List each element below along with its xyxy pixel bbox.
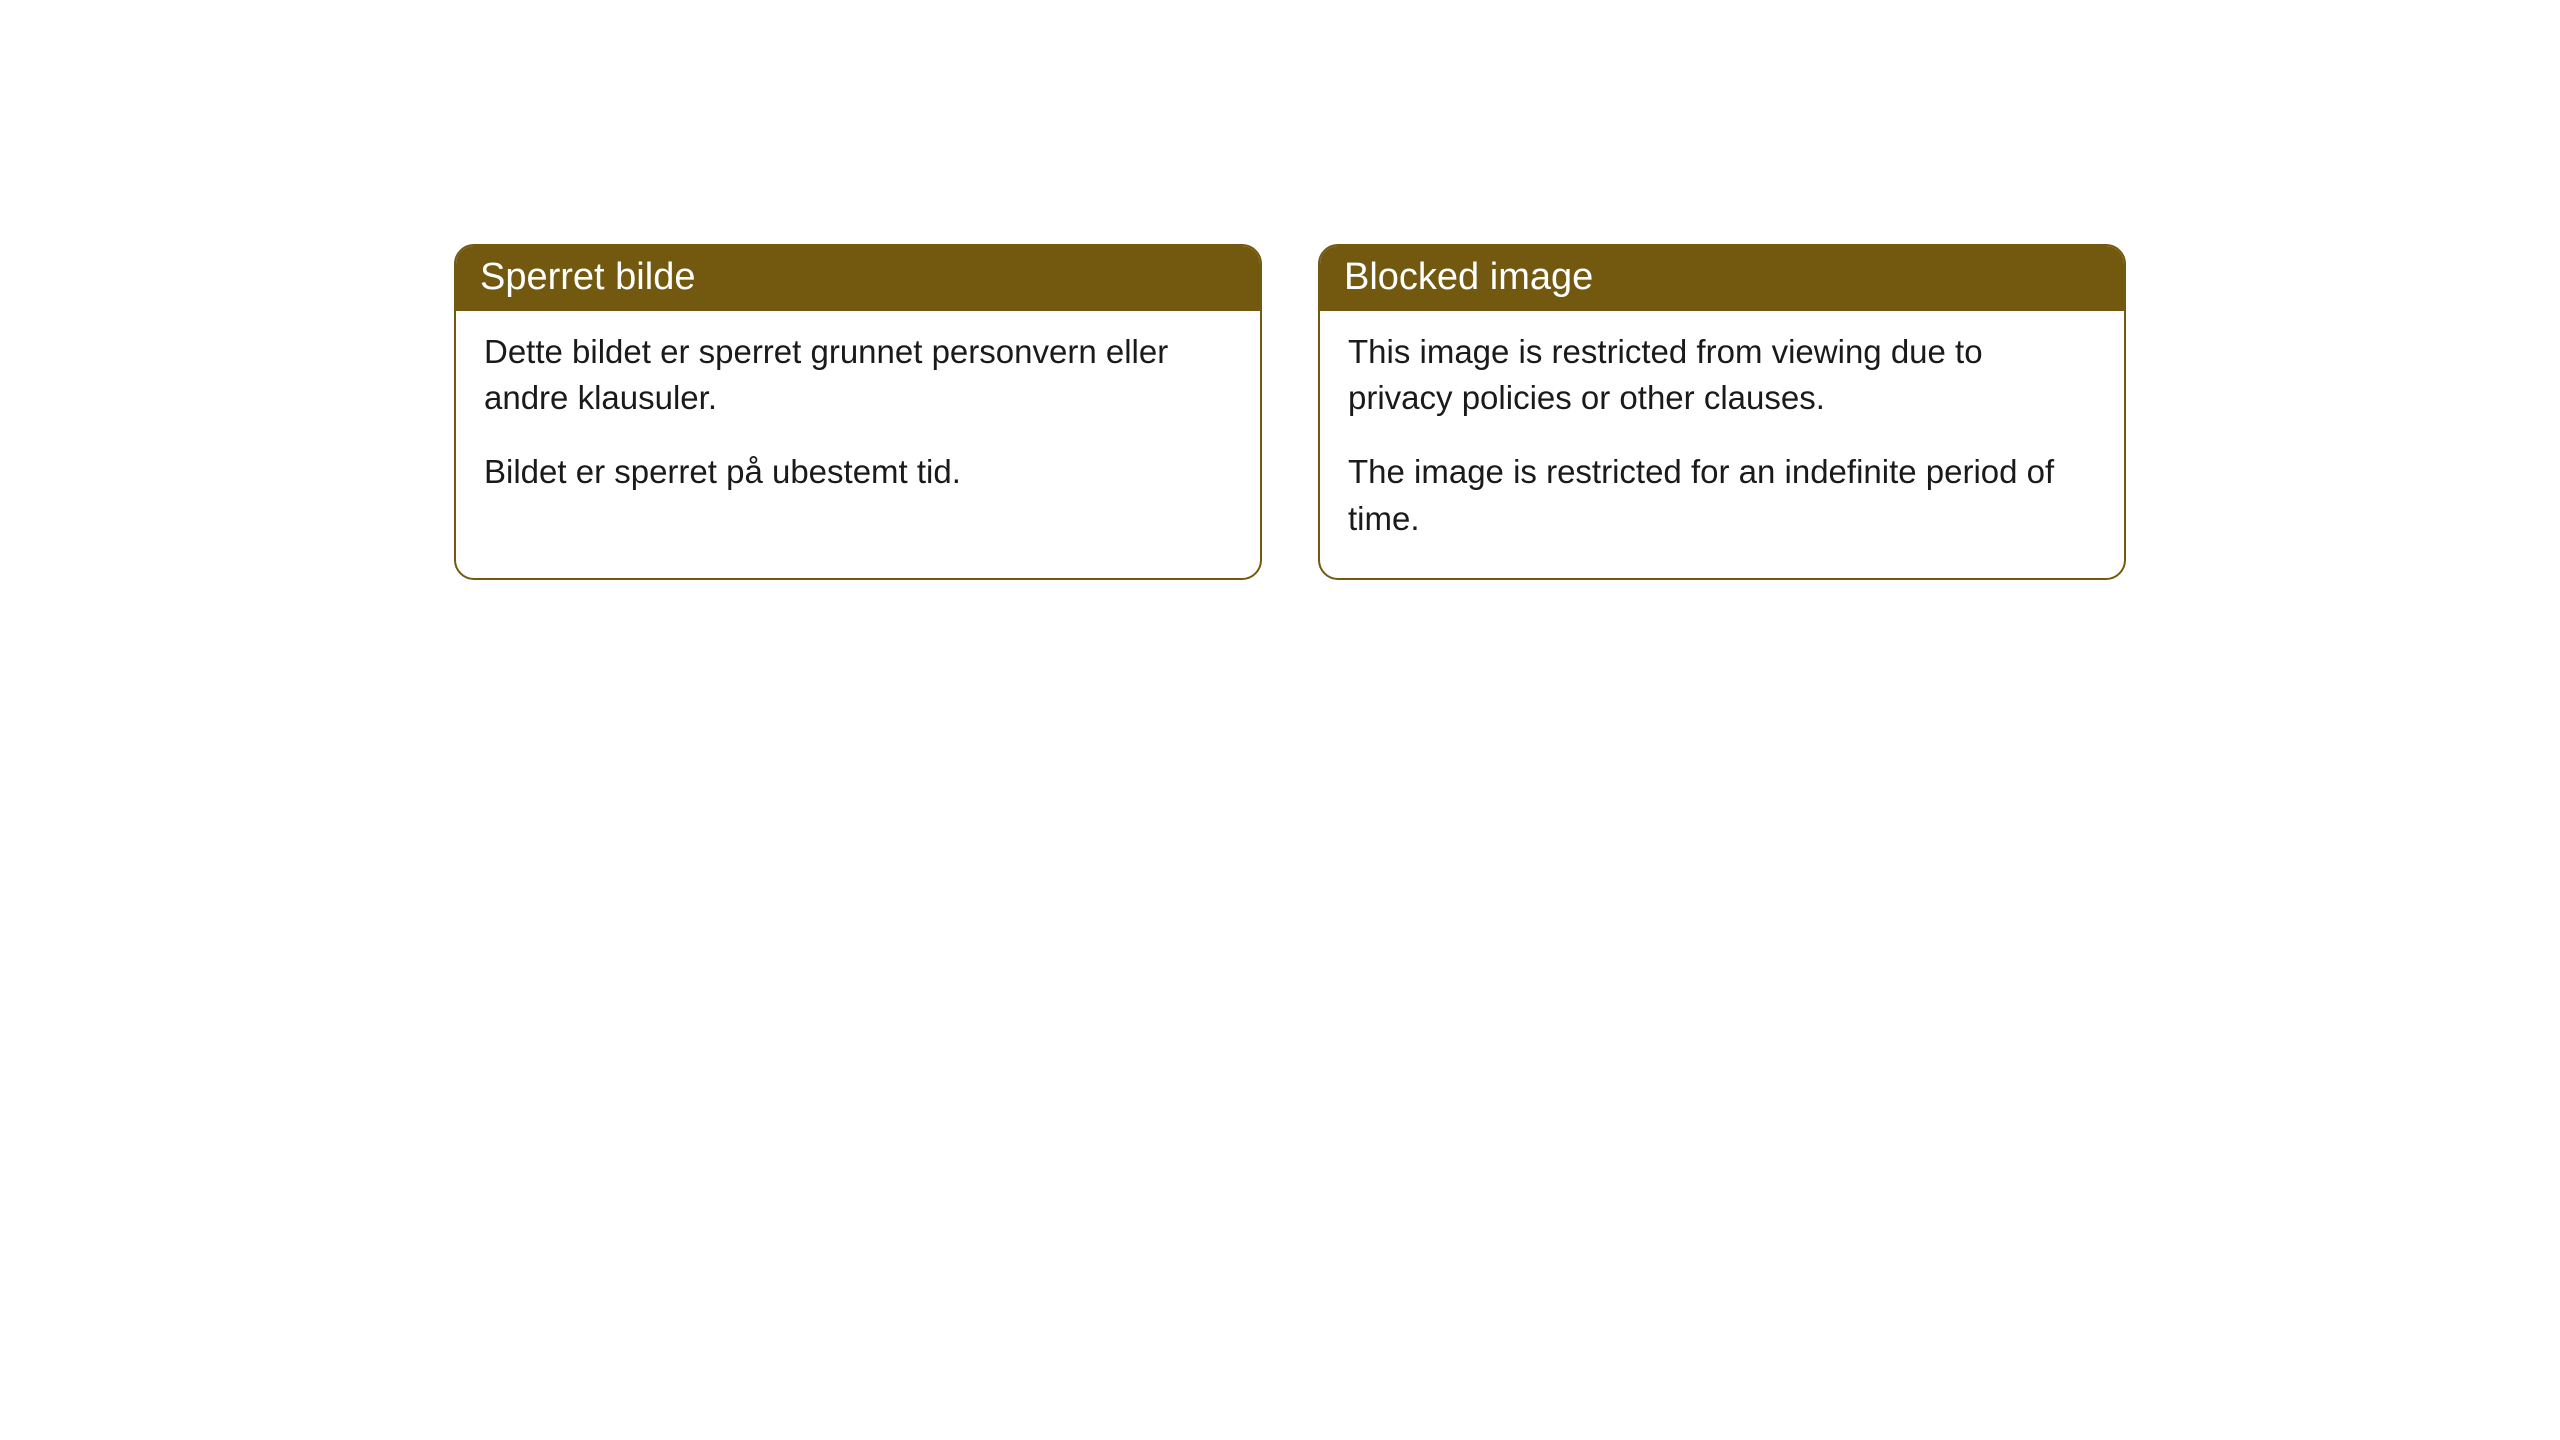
card-title: Sperret bilde	[480, 256, 695, 298]
cards-container: Sperret bilde Dette bildet er sperret gr…	[0, 0, 2560, 580]
card-body-norwegian: Dette bildet er sperret grunnet personve…	[456, 311, 1260, 532]
card-paragraph-1: This image is restricted from viewing du…	[1348, 329, 2096, 421]
card-norwegian: Sperret bilde Dette bildet er sperret gr…	[454, 244, 1262, 580]
card-header-norwegian: Sperret bilde	[456, 246, 1260, 311]
card-header-english: Blocked image	[1320, 246, 2124, 311]
card-english: Blocked image This image is restricted f…	[1318, 244, 2126, 580]
card-title: Blocked image	[1344, 256, 1593, 298]
card-paragraph-1: Dette bildet er sperret grunnet personve…	[484, 329, 1232, 421]
card-body-english: This image is restricted from viewing du…	[1320, 311, 2124, 578]
card-paragraph-2: The image is restricted for an indefinit…	[1348, 449, 2096, 541]
card-paragraph-2: Bildet er sperret på ubestemt tid.	[484, 449, 1232, 495]
